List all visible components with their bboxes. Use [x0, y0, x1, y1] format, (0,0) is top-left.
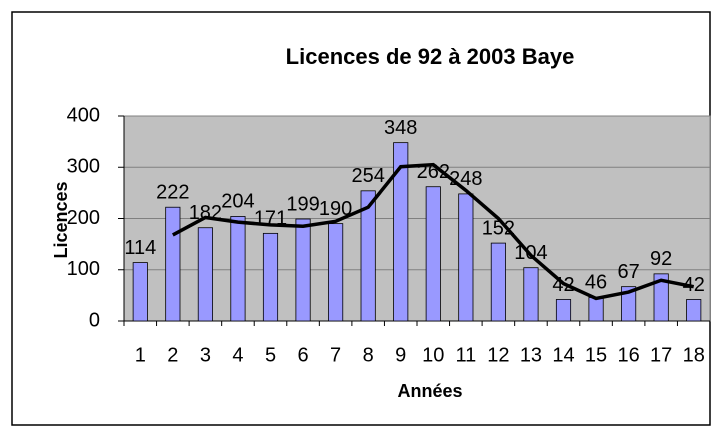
data-label: 46 [585, 272, 607, 294]
x-tick-label: 8 [363, 344, 374, 366]
data-label: 204 [221, 191, 254, 213]
bar [458, 193, 474, 322]
bar [425, 186, 441, 322]
bar [295, 218, 311, 322]
x-tick-label: 14 [552, 344, 574, 366]
x-tick-label: 18 [683, 344, 705, 366]
x-tick-label: 3 [200, 344, 211, 366]
x-tick-label: 9 [395, 344, 406, 366]
bar [197, 227, 213, 322]
x-tick-label: 7 [330, 344, 341, 366]
bar [230, 216, 246, 322]
data-label: 222 [156, 182, 189, 204]
bar [523, 267, 539, 322]
bar [490, 242, 506, 322]
y-tick-label: 400 [67, 104, 100, 126]
data-label: 254 [351, 165, 384, 187]
bar [555, 299, 572, 322]
x-tick-label: 11 [455, 344, 476, 366]
bar [621, 286, 637, 322]
data-label: 42 [683, 274, 705, 296]
x-tick-label: 5 [265, 344, 276, 366]
bar [165, 206, 181, 322]
data-label: 152 [482, 217, 515, 239]
data-label: 190 [319, 198, 352, 220]
x-tick-label: 12 [487, 344, 509, 366]
data-label: 348 [384, 117, 417, 139]
x-tick-label: 17 [650, 344, 672, 366]
x-tick-label: 2 [167, 344, 178, 366]
y-axis-label: Licences [51, 181, 71, 258]
y-tick-label: 100 [67, 258, 100, 280]
data-label: 199 [286, 193, 319, 215]
x-tick-label: 15 [585, 344, 607, 366]
bar [653, 273, 669, 322]
x-tick-label: 10 [422, 344, 444, 366]
bar [132, 262, 148, 322]
data-label: 67 [617, 261, 639, 283]
bar [360, 190, 376, 322]
bar [262, 232, 279, 322]
x-tick-label: 1 [135, 344, 146, 366]
y-tick-label: 300 [67, 156, 100, 178]
x-axis-label: Années [397, 381, 462, 401]
data-label: 92 [650, 248, 672, 270]
bar [686, 299, 702, 322]
trend-line [172, 162, 695, 301]
x-tick-label: 13 [520, 344, 542, 366]
y-tick-label: 0 [89, 309, 100, 331]
bar [393, 142, 409, 322]
x-tick-label: 6 [297, 344, 308, 366]
bar [328, 223, 344, 322]
y-tick-label: 200 [67, 207, 100, 229]
bar [588, 297, 604, 322]
x-tick-label: 4 [232, 344, 243, 366]
x-tick-label: 16 [617, 344, 639, 366]
data-label: 114 [124, 237, 156, 259]
chart-title: Licences de 92 à 2003 Baye [286, 44, 575, 69]
